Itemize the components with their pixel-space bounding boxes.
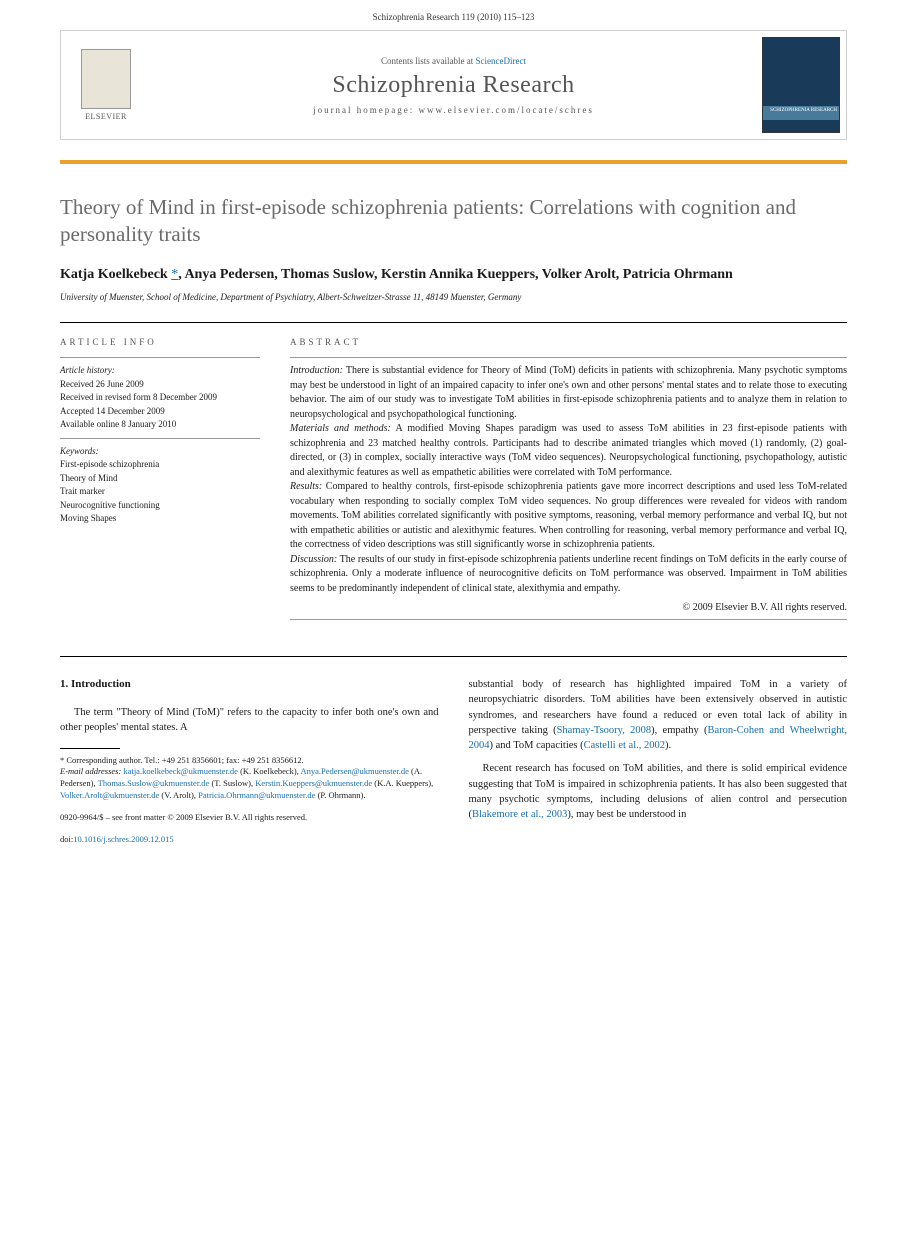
- copyright: © 2009 Elsevier B.V. All rights reserved…: [290, 602, 847, 613]
- sciencedirect-link[interactable]: ScienceDirect: [476, 56, 526, 66]
- keyword: Theory of Mind: [60, 472, 260, 486]
- divider: [60, 357, 260, 358]
- doi-line: doi:10.1016/j.schres.2009.12.015: [60, 834, 439, 846]
- keyword: Neurocognitive functioning: [60, 499, 260, 513]
- homepage-line: journal homepage: www.elsevier.com/locat…: [313, 105, 594, 115]
- running-head: Schizophrenia Research 119 (2010) 115–12…: [0, 0, 907, 30]
- contents-line: Contents lists available at ScienceDirec…: [381, 56, 526, 66]
- left-column: 1. Introduction The term "Theory of Mind…: [60, 677, 439, 846]
- elsevier-logo: ELSEVIER: [61, 31, 151, 139]
- footnotes: * Corresponding author. Tel.: +49 251 83…: [60, 755, 439, 803]
- body-para: substantial body of research has highlig…: [469, 677, 848, 753]
- keywords-label: Keywords:: [60, 445, 260, 459]
- citation-link[interactable]: Castelli et al., 2002: [584, 740, 665, 751]
- accent-bar: [60, 160, 847, 164]
- online-date: Available online 8 January 2010: [60, 418, 260, 432]
- right-column: substantial body of research has highlig…: [469, 677, 848, 846]
- email-link[interactable]: katja.koelkebeck@ukmuenster.de: [123, 766, 238, 776]
- abstract-text: Introduction: There is substantial evide…: [290, 364, 847, 596]
- article-info-column: ARTICLE INFO Article history: Received 2…: [60, 337, 260, 626]
- footnote-separator: [60, 748, 120, 749]
- affiliation: University of Muenster, School of Medici…: [60, 292, 847, 302]
- email-link[interactable]: Thomas.Suslow@ukmuenster.de: [98, 778, 210, 788]
- cover-band: SCHIZOPHRENIA RESEARCH: [763, 106, 839, 120]
- history-label: Article history:: [60, 364, 260, 378]
- article-info-heading: ARTICLE INFO: [60, 337, 260, 347]
- elsevier-label: ELSEVIER: [85, 112, 127, 121]
- authors: Katja Koelkebeck *, Anya Pedersen, Thoma…: [60, 265, 847, 285]
- email-link[interactable]: Anya.Pedersen@ukmuenster.de: [301, 766, 409, 776]
- keyword: Moving Shapes: [60, 512, 260, 526]
- divider: [290, 619, 847, 620]
- keyword: First-episode schizophrenia: [60, 458, 260, 472]
- keyword: Trait marker: [60, 485, 260, 499]
- divider: [290, 357, 847, 358]
- abstract-column: ABSTRACT Introduction: There is substant…: [290, 337, 847, 626]
- journal-center: Contents lists available at ScienceDirec…: [151, 31, 756, 139]
- journal-cover-thumb: SCHIZOPHRENIA RESEARCH: [762, 37, 840, 133]
- info-abstract-row: ARTICLE INFO Article history: Received 2…: [60, 322, 847, 626]
- divider: [60, 438, 260, 439]
- body-columns: 1. Introduction The term "Theory of Mind…: [60, 656, 847, 846]
- revised-date: Received in revised form 8 December 2009: [60, 391, 260, 405]
- journal-name: Schizophrenia Research: [332, 72, 574, 99]
- email-list: E-mail addresses: katja.koelkebeck@ukmue…: [60, 766, 439, 802]
- journal-header-box: ELSEVIER Contents lists available at Sci…: [60, 30, 847, 140]
- keywords-block: Keywords: First-episode schizophrenia Th…: [60, 445, 260, 526]
- body-para: The term "Theory of Mind (ToM)" refers t…: [60, 705, 439, 735]
- issn-line: 0920-9964/$ – see front matter © 2009 El…: [60, 812, 439, 824]
- email-link[interactable]: Patricia.Ohrmann@ukmuenster.de: [198, 790, 315, 800]
- corr-footnote: * Corresponding author. Tel.: +49 251 83…: [60, 755, 439, 767]
- corr-author-link[interactable]: *: [171, 267, 178, 282]
- body-para: Recent research has focused on ToM abili…: [469, 761, 848, 822]
- citation-link[interactable]: Blakemore et al., 2003: [472, 809, 567, 820]
- received-date: Received 26 June 2009: [60, 378, 260, 392]
- article-title: Theory of Mind in first-episode schizoph…: [60, 194, 847, 249]
- doi-link[interactable]: 10.1016/j.schres.2009.12.015: [73, 834, 173, 844]
- elsevier-tree-icon: [81, 49, 131, 109]
- accepted-date: Accepted 14 December 2009: [60, 405, 260, 419]
- intro-heading: 1. Introduction: [60, 677, 439, 693]
- author-list: Katja Koelkebeck *, Anya Pedersen, Thoma…: [60, 267, 733, 282]
- article-history: Article history: Received 26 June 2009 R…: [60, 364, 260, 432]
- abstract-heading: ABSTRACT: [290, 337, 847, 347]
- email-link[interactable]: Volker.Arolt@ukmuenster.de: [60, 790, 159, 800]
- email-link[interactable]: Kerstin.Kueppers@ukmuenster.de: [255, 778, 372, 788]
- citation-link[interactable]: Shamay-Tsoory, 2008: [557, 725, 652, 736]
